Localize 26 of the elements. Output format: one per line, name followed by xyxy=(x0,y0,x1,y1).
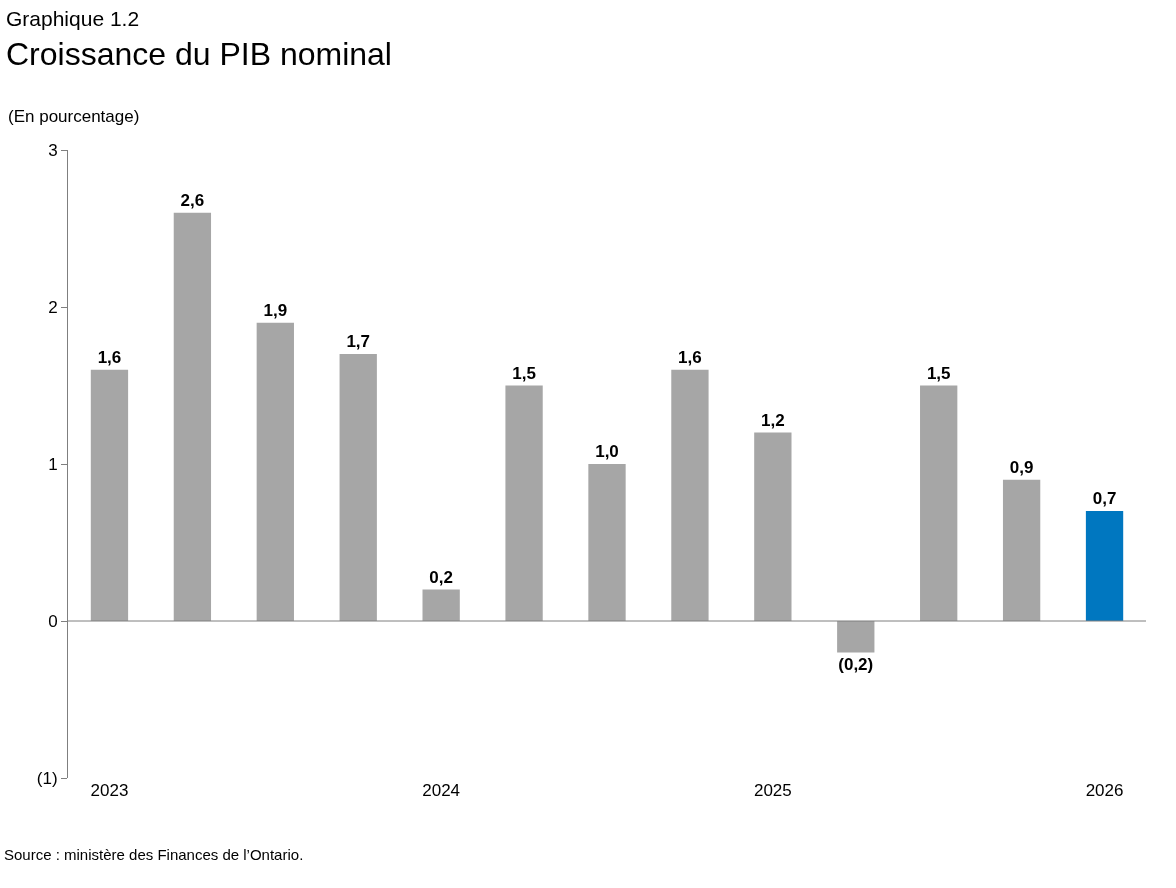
y-tick-label: 1 xyxy=(48,454,58,474)
y-tick-label: (1) xyxy=(36,768,58,788)
x-tick-label: 2025 xyxy=(753,781,792,800)
y-tick-label: 2 xyxy=(48,297,58,317)
x-tick-label: 2026 xyxy=(1085,781,1124,800)
data-label: 0,2 xyxy=(429,567,453,587)
data-label: 0,9 xyxy=(1009,457,1034,477)
x-tick-label: 2024 xyxy=(422,781,461,800)
data-label: 0,7 xyxy=(1092,489,1117,509)
data-label: 2,6 xyxy=(180,190,205,210)
y-tick-label: 0 xyxy=(48,611,58,631)
chart-subtitle: Graphique 1.2 xyxy=(6,7,140,30)
data-label: 1,5 xyxy=(512,363,536,383)
data-label: 1,9 xyxy=(263,300,288,320)
data-label: 1,6 xyxy=(97,347,122,367)
data-label: 1,5 xyxy=(926,363,951,383)
data-label: (0,2) xyxy=(838,655,874,675)
data-label: 1,7 xyxy=(346,332,371,352)
source-note: Source : ministère des Finances de l’Ontario. xyxy=(4,846,304,863)
y-tick-label: 3 xyxy=(48,140,58,160)
x-tick-label: 2023 xyxy=(90,781,129,800)
data-label: 1,2 xyxy=(761,410,785,430)
chart-title: Croissance du PIB nominal xyxy=(6,36,392,72)
data-label: 1,0 xyxy=(595,442,619,461)
data-label: 1,6 xyxy=(678,347,702,367)
y-axis-title: (En pourcentage) xyxy=(8,107,140,126)
